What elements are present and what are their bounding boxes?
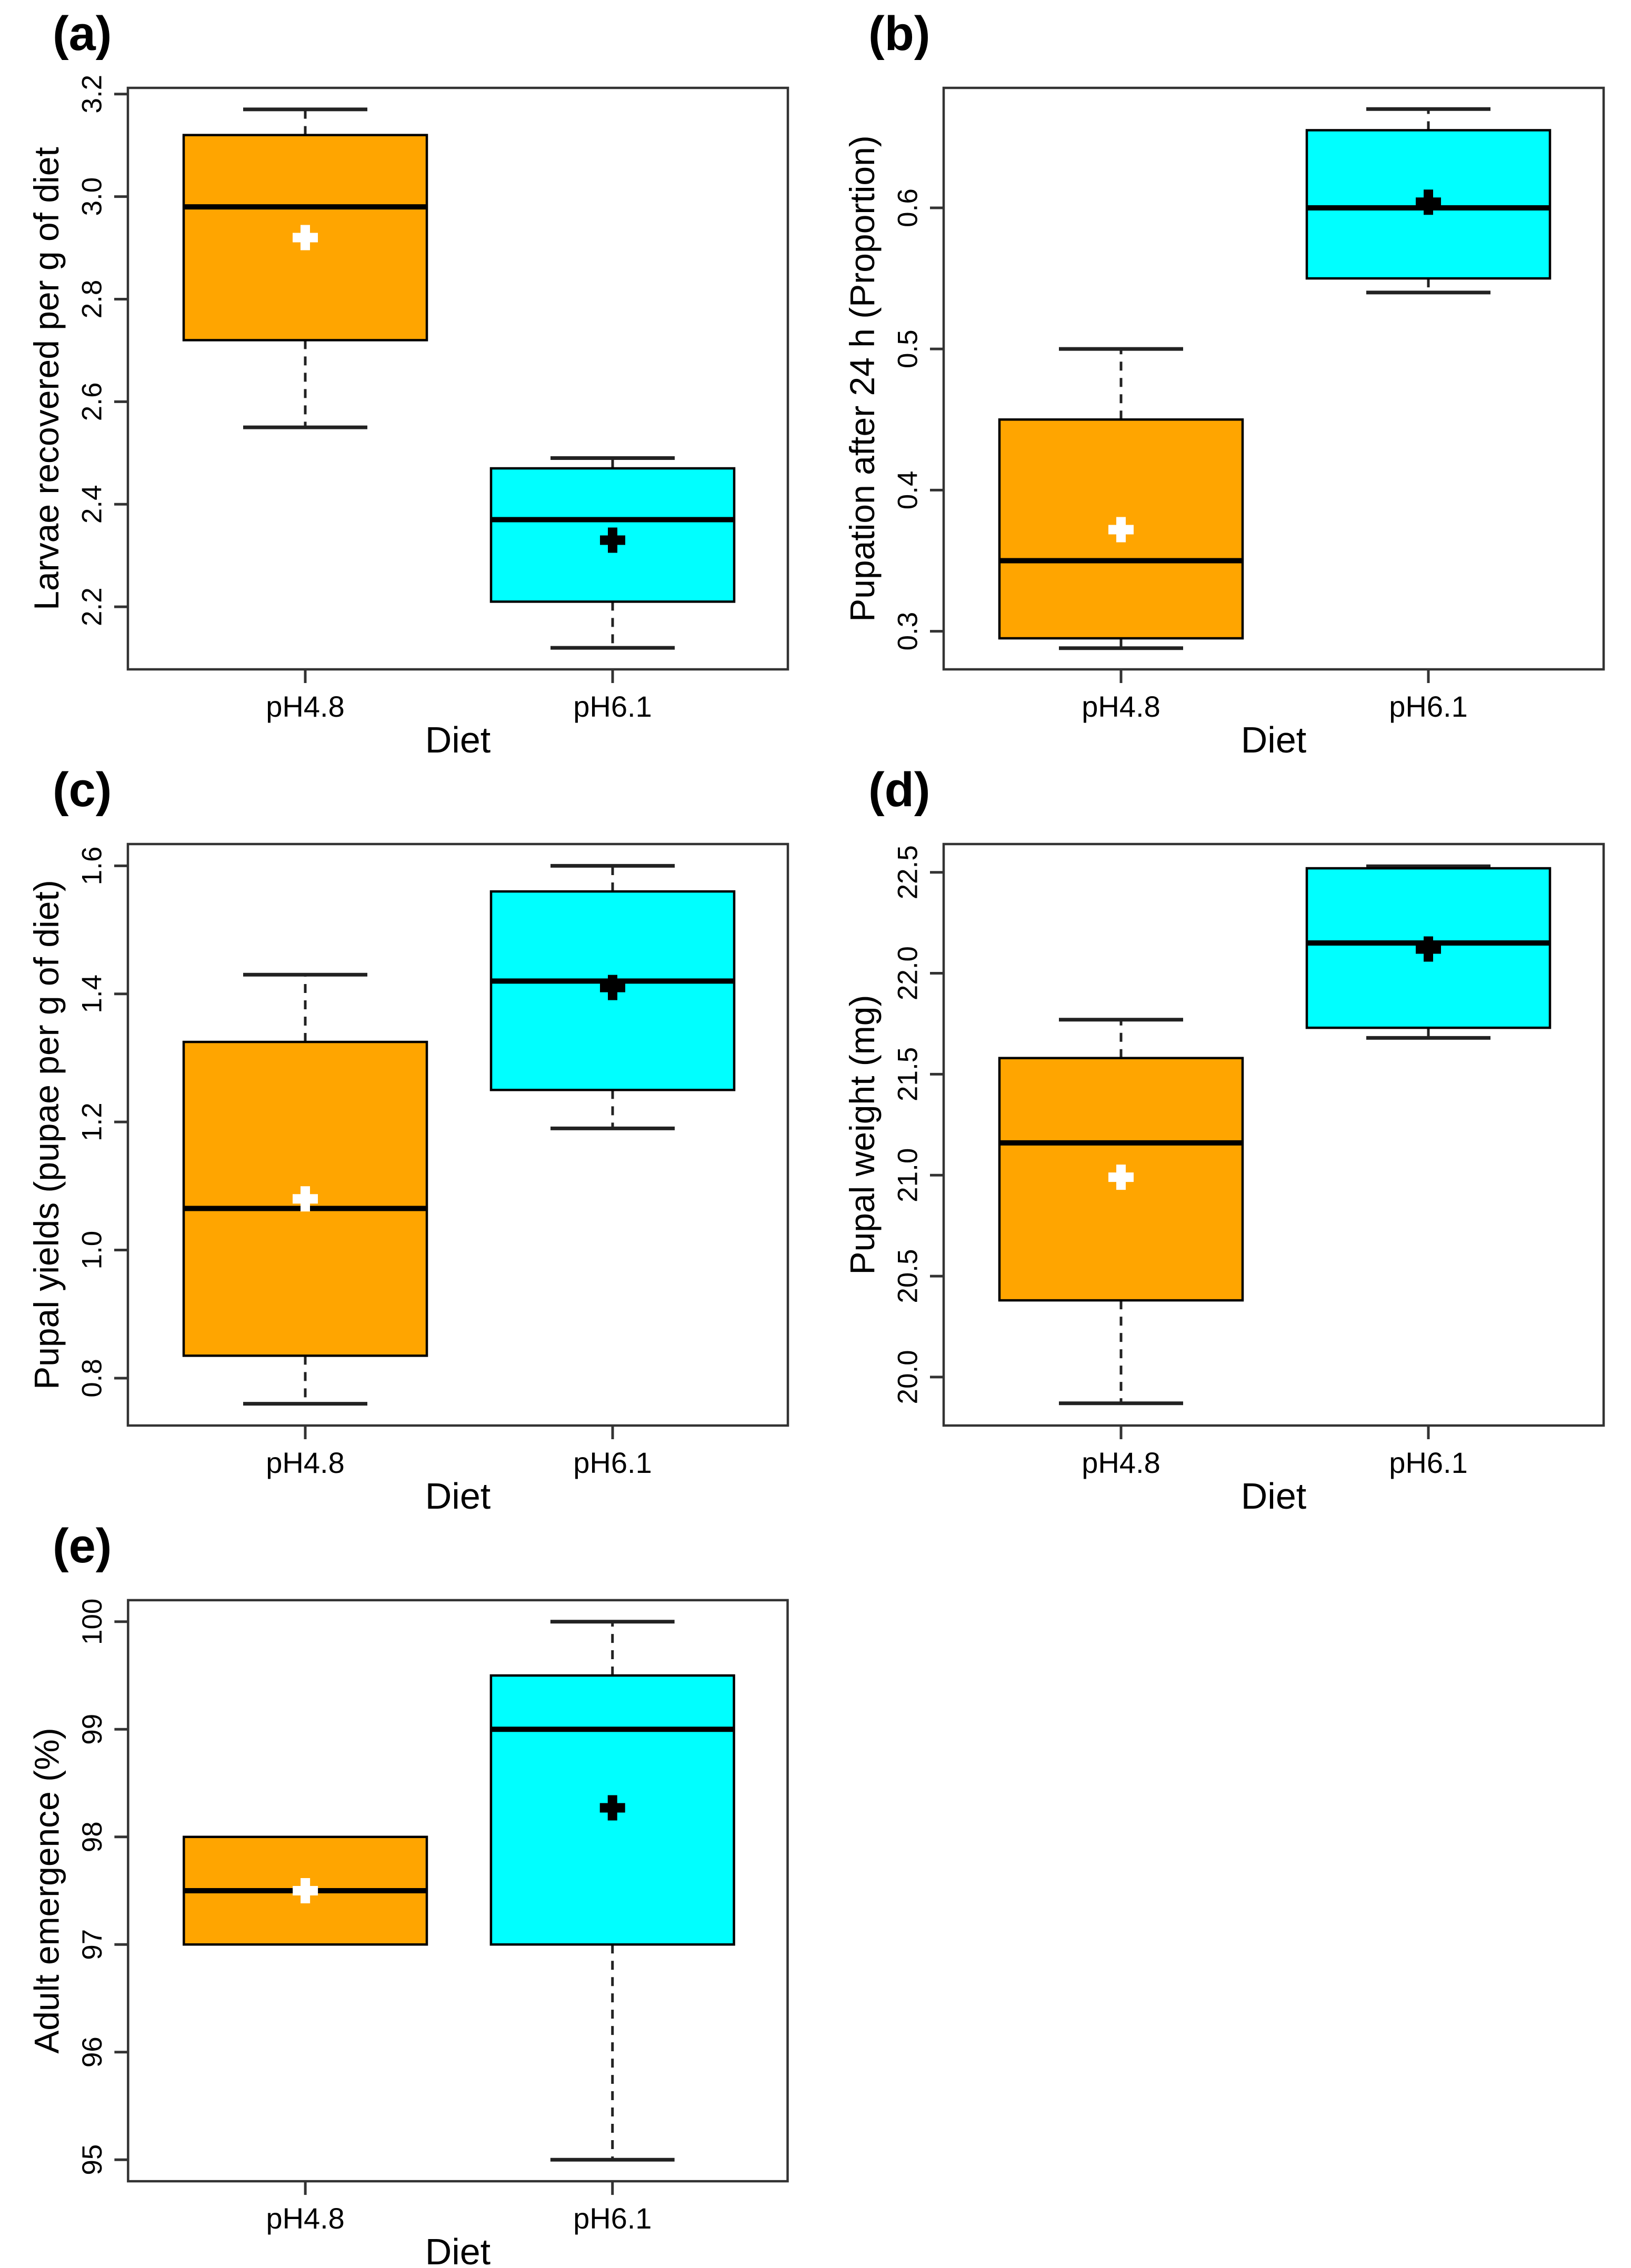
x-tick-label: pH6.1 <box>573 690 652 723</box>
y-axis-title: Pupation after 24 h (Proportion) <box>843 135 882 622</box>
y-axis: 2.2 2.4 2.6 2.8 3.0 3.2 <box>77 75 128 626</box>
y-axis-title: Adult emergence (%) <box>27 1728 66 2053</box>
box-group-pH4.8 <box>182 107 428 429</box>
y-axis: 20.0 20.5 21.0 21.5 22.0 22.5 <box>893 845 944 1404</box>
x-axis-title: Diet <box>425 2231 491 2268</box>
y-axis-title: Pupal weight (mg) <box>843 995 882 1275</box>
panel-label-c: (c) <box>53 763 112 817</box>
y-tick-label: 2.4 <box>77 485 108 524</box>
mean-marker <box>1416 189 1441 215</box>
y-tick-label: 0.3 <box>893 612 924 651</box>
y-tick-label: 1.2 <box>77 1102 108 1141</box>
box-group-pH4.8 <box>998 1018 1244 1406</box>
x-tick-label: pH4.8 <box>1082 1446 1160 1479</box>
mean-marker <box>1108 1165 1134 1190</box>
y-tick-label: 1.0 <box>77 1231 108 1270</box>
y-tick-label: 0.4 <box>893 471 924 510</box>
plot-frame <box>942 86 1605 671</box>
y-axis: 0.3 0.4 0.5 0.6 <box>893 188 944 650</box>
x-axis-title: Diet <box>425 719 491 756</box>
y-tick-label: 3.0 <box>77 177 108 216</box>
box-group-pH6.1 <box>489 1620 735 2162</box>
x-axis-title: Diet <box>1241 1476 1306 1512</box>
mean-marker <box>293 225 318 250</box>
y-tick-label: 1.6 <box>77 847 108 886</box>
panel-label-e: (e) <box>53 1519 112 1573</box>
y-tick-label: 3.2 <box>77 75 108 114</box>
y-axis: 95 96 97 98 99 100 <box>77 1599 128 2175</box>
box-group-pH6.1 <box>489 456 736 650</box>
x-axis: pH4.8 pH6.1 <box>266 2181 652 2235</box>
x-tick-label: pH4.8 <box>266 1446 344 1479</box>
boxplot-pupal-weight: 20.0 20.5 21.0 21.5 22.0 22.5 Pupal weight (mg… <box>843 842 1605 1512</box>
panel-label-d: (d) <box>868 763 930 817</box>
panel-e: 95 96 97 98 99 100 Adult emergence (%) pH4.8 pH6… <box>0 1512 816 2268</box>
x-axis: pH4.8 pH6.1 <box>266 1426 652 1479</box>
y-tick-label: 2.2 <box>77 587 108 626</box>
y-axis: 0.8 1.0 1.2 1.4 1.6 <box>76 847 128 1398</box>
x-axis-title: Diet <box>1241 719 1306 756</box>
x-tick-label: pH6.1 <box>573 2202 652 2235</box>
boxplot-larvae-recovered: 2.2 2.4 2.6 2.8 3.0 3.2 Larvae recovered per g… <box>27 75 789 756</box>
y-tick-label: 96 <box>77 2036 108 2068</box>
x-tick-label: pH6.1 <box>1389 690 1467 723</box>
panel-b: 0.3 0.4 0.5 0.6 Pupation after 24 h (Proport… <box>816 0 1631 756</box>
panel-label-a: (a) <box>53 7 112 61</box>
mean-marker <box>1416 936 1441 962</box>
x-tick-label: pH4.8 <box>266 2202 344 2235</box>
box-group-pH6.1 <box>1305 864 1552 1040</box>
x-axis: pH4.8 pH6.1 <box>1082 669 1468 723</box>
panel-label-b: (b) <box>868 7 930 61</box>
boxplot-pupal-yields: 0.8 1.0 1.2 1.4 1.6 Pupal yields (pupae per g… <box>27 842 789 1512</box>
box-group-pH4.8 <box>998 347 1244 650</box>
y-tick-label: 95 <box>77 2144 108 2175</box>
mean-marker <box>293 1878 318 1903</box>
mean-marker <box>1108 517 1134 543</box>
y-tick-label: 2.6 <box>77 383 108 422</box>
y-tick-label: 98 <box>77 1821 108 1852</box>
panel-c: 0.8 1.0 1.2 1.4 1.6 Pupal yields (pupae per g… <box>0 756 816 1512</box>
y-tick-label: 20.5 <box>893 1249 924 1303</box>
x-axis-title: Diet <box>425 1476 491 1512</box>
plot-frame <box>942 842 1605 1427</box>
x-axis: pH4.8 pH6.1 <box>266 669 652 723</box>
boxplot-adult-emergence: 95 96 97 98 99 100 Adult emergence (%) pH4.8 pH6… <box>27 1599 789 2268</box>
mean-marker <box>600 527 625 553</box>
y-tick-label: 0.5 <box>893 329 924 368</box>
y-tick-label: 20.0 <box>893 1350 924 1404</box>
y-axis-title: Larvae recovered per g of diet <box>27 147 66 610</box>
y-tick-label: 0.8 <box>77 1359 108 1398</box>
y-tick-label: 97 <box>77 1929 108 1960</box>
mean-marker <box>293 1186 318 1212</box>
boxplot-pupation-24h: 0.3 0.4 0.5 0.6 Pupation after 24 h (Proport… <box>843 86 1605 756</box>
panel-a: 2.2 2.4 2.6 2.8 3.0 3.2 Larvae recovered per g… <box>0 0 816 756</box>
x-tick-label: pH6.1 <box>573 1446 652 1479</box>
mean-marker <box>599 1795 625 1821</box>
x-tick-label: pH6.1 <box>1389 1446 1467 1479</box>
plot-frame <box>126 86 789 671</box>
box-group-pH4.8 <box>183 1835 428 1946</box>
y-tick-label: 21.5 <box>893 1047 924 1101</box>
y-tick-label: 1.4 <box>76 975 107 1013</box>
x-tick-label: pH4.8 <box>266 690 344 723</box>
x-axis: pH4.8 pH6.1 <box>1082 1426 1468 1479</box>
y-tick-label: 0.6 <box>893 188 924 227</box>
y-tick-label: 22.5 <box>893 845 924 899</box>
y-tick-label: 2.8 <box>77 280 108 319</box>
plot-frame <box>127 1599 789 2183</box>
plot-frame <box>126 842 789 1427</box>
y-tick-label: 22.0 <box>893 946 924 1000</box>
mean-marker <box>600 975 625 1000</box>
box-group-pH6.1 <box>489 864 736 1130</box>
y-tick-label: 21.0 <box>893 1148 924 1202</box>
box-group-pH6.1 <box>1305 107 1552 295</box>
y-tick-label: 99 <box>77 1714 108 1745</box>
box-group-pH4.8 <box>182 972 428 1406</box>
y-axis-title: Pupal yields (pupae per g of diet) <box>27 880 66 1390</box>
y-tick-label: 100 <box>77 1599 108 1645</box>
panel-d: 20.0 20.5 21.0 21.5 22.0 22.5 Pupal weight (mg… <box>816 756 1631 1512</box>
x-tick-label: pH4.8 <box>1082 690 1160 723</box>
